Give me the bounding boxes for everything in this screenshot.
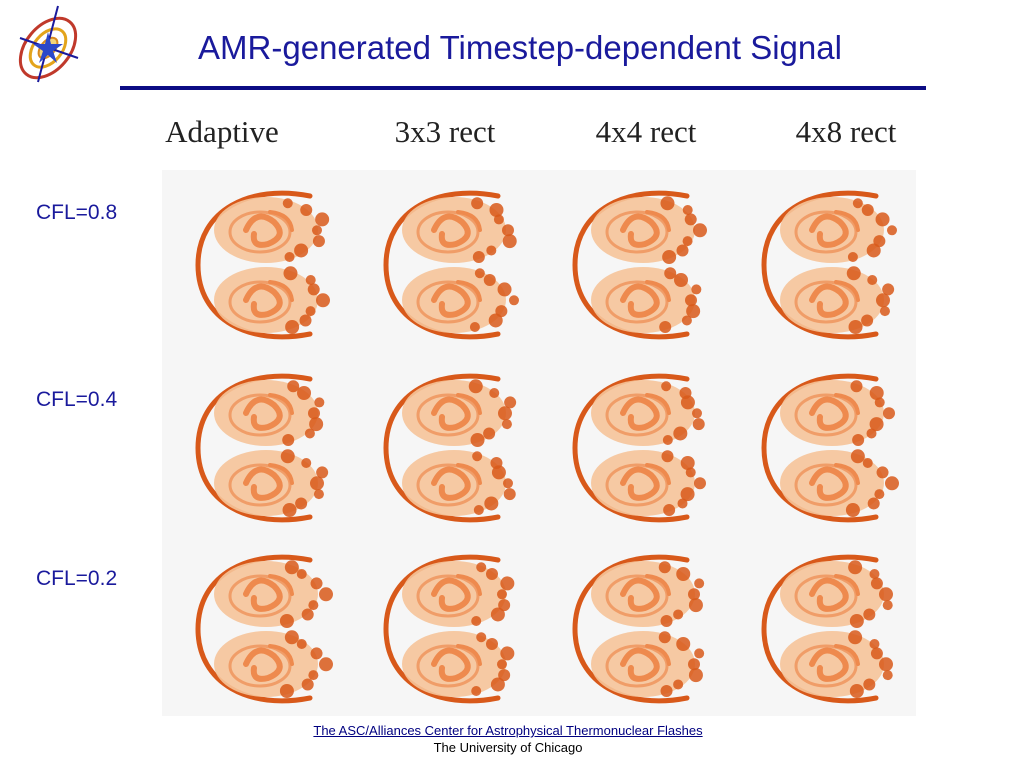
footer-link-flash-center[interactable]: The ASC/Alliances Center for Astrophysic… xyxy=(313,723,703,738)
simulation-image xyxy=(190,365,360,531)
simulation-image xyxy=(567,546,737,712)
column-label-adaptive: Adaptive xyxy=(165,114,279,149)
column-label-4x4-rect: 4x4 rect xyxy=(595,114,697,149)
row-label-cfl-0-4: CFL=0.4 xyxy=(36,388,118,411)
simulation-image xyxy=(190,546,360,712)
simulation-image xyxy=(756,182,926,348)
simulation-image xyxy=(190,182,360,348)
slide-footer: The ASC/Alliances Center for Astrophysic… xyxy=(0,722,1016,756)
flash-center-logo xyxy=(8,2,88,92)
row-label-cfl-0-8: CFL=0.8 xyxy=(36,201,118,224)
simulation-image xyxy=(378,546,548,712)
footer-affiliation: The University of Chicago xyxy=(433,740,583,755)
row-label-cfl-0-2: CFL=0.2 xyxy=(36,567,118,590)
simulation-image xyxy=(378,365,548,531)
simulation-image xyxy=(567,365,737,531)
simulation-image xyxy=(567,182,737,348)
column-label-4x8-rect: 4x8 rect xyxy=(795,114,897,149)
slide-title: AMR-generated Timestep-dependent Signal xyxy=(198,29,842,66)
simulation-image xyxy=(756,365,926,531)
title-divider xyxy=(120,86,926,90)
simulation-image xyxy=(756,546,926,712)
simulation-image xyxy=(378,182,548,348)
column-label-3x3-rect: 3x3 rect xyxy=(394,114,496,149)
